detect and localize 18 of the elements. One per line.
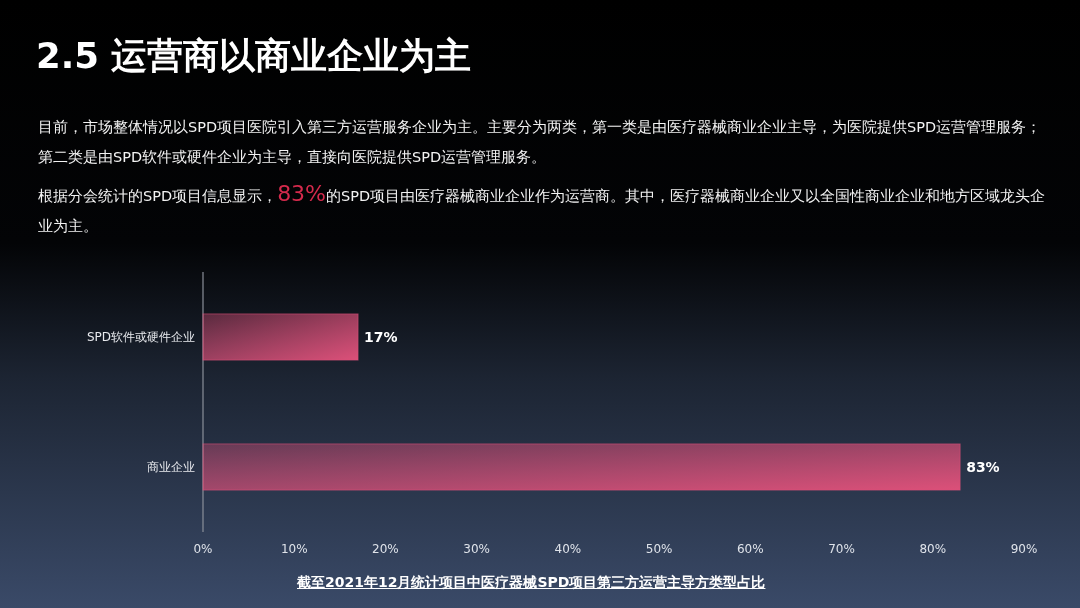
chart-subtitle: 目前，市场整体情况以SPD项目医院引入第三方运营服务企业为主。主要分为两类，第一类是由医疗器械商业企业主导，为医院提供SPD运营管理服务；第二类是由SPD软件或硬件企业为主导，直接向医院提供SPD运营管理服务。 <box>38 118 1043 167</box>
data-label: 83% <box>966 459 1000 475</box>
x-axis-title: 截至2021年12月统计项目中医疗器械SPD项目第三方运营主导方类型占比 <box>297 573 766 592</box>
x-tick-label: 40% <box>554 542 582 556</box>
chart-title: 2.5 运营商以商业企业为主 <box>36 34 472 78</box>
x-tick-label: 90% <box>1010 542 1038 556</box>
x-tick-label: 50% <box>645 542 673 556</box>
data-label: 17% <box>364 329 398 345</box>
x-tick-label: 0% <box>193 542 213 556</box>
y-tick-label: SPD软件或硬件企业 <box>86 330 195 344</box>
x-tick-label: 20% <box>372 542 399 556</box>
text: 根据分会统计的SPD项目信息显示，83%的SPD项目由医疗器械商业企业作为运营商。其中，医疗器械商业企业又以全国性商业企业和地方区域龙头企业为主。 <box>38 181 1046 234</box>
x-tick-label: 10% <box>280 542 308 556</box>
x-tick-label: 70% <box>828 542 855 556</box>
y-tick-label: 商业企业 <box>147 460 195 474</box>
x-tick-label: 60% <box>737 542 764 556</box>
x-tick-label: 30% <box>463 542 490 556</box>
x-tick-label: 80% <box>919 542 947 556</box>
